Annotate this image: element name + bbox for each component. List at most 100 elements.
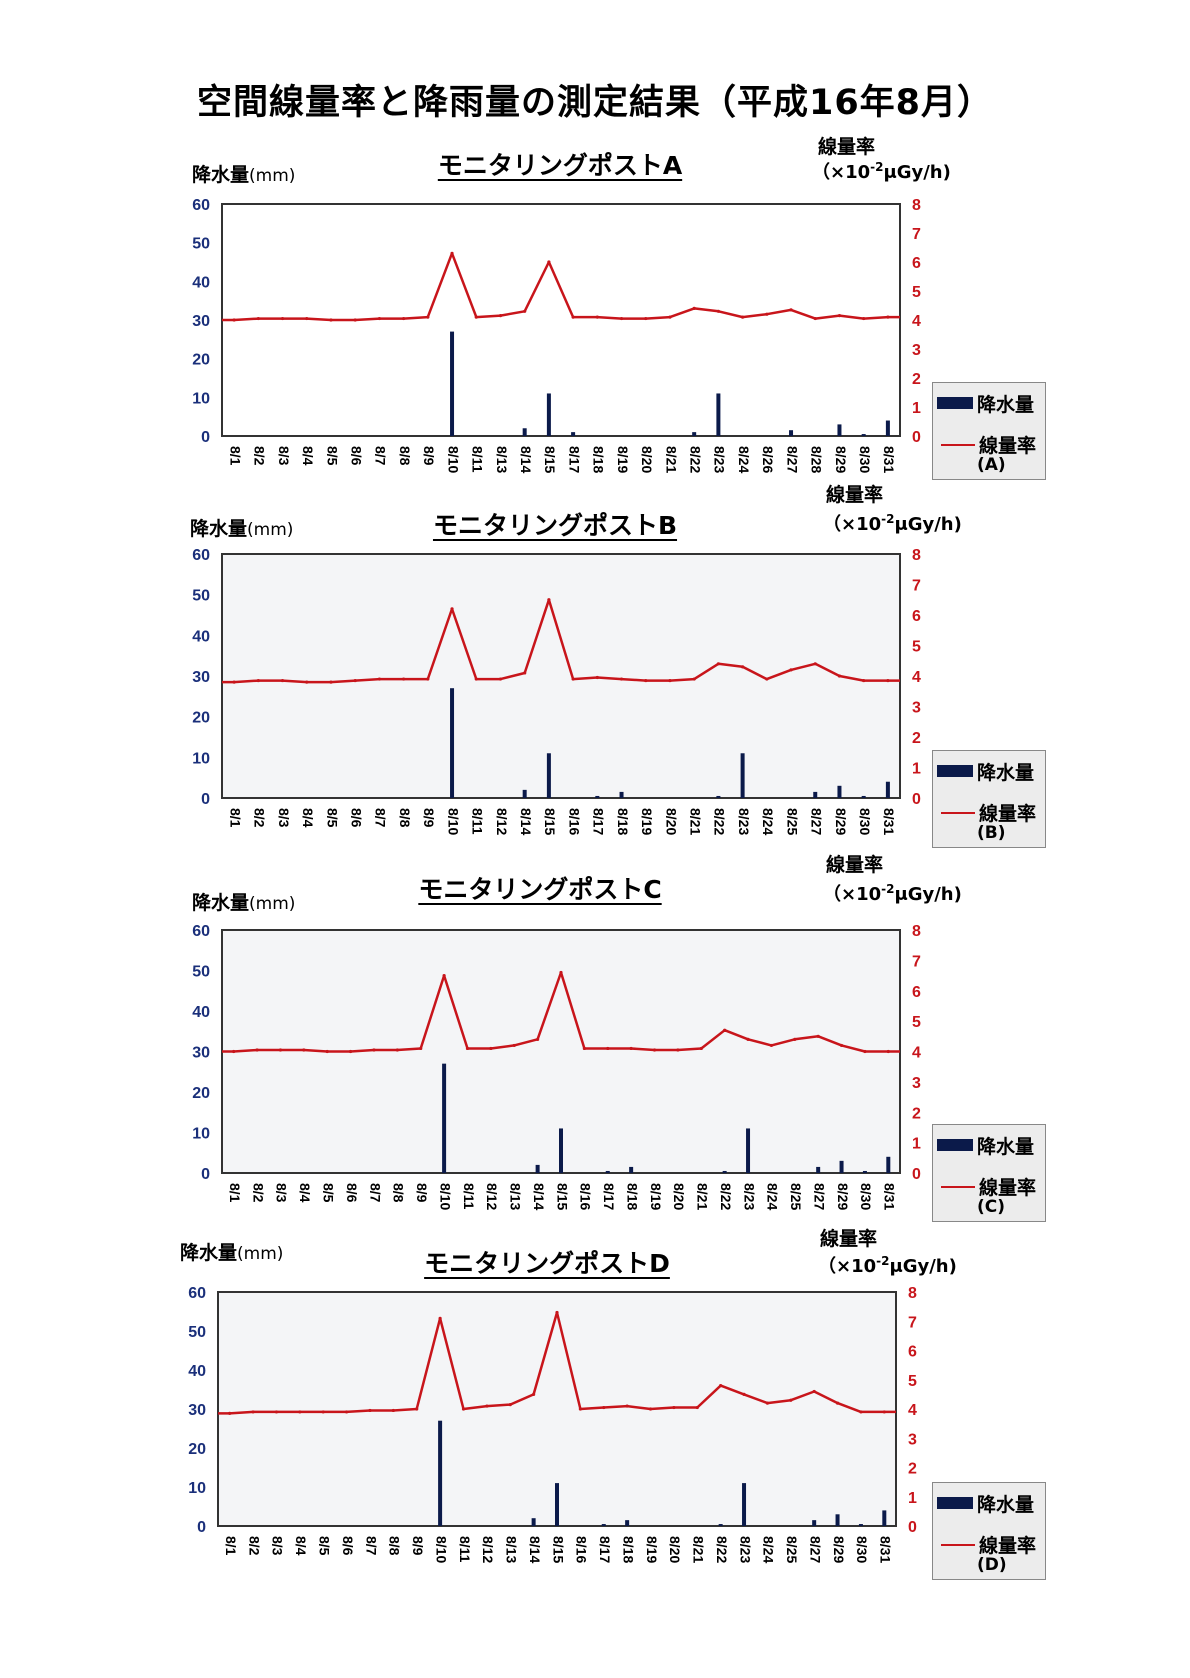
rain-bar xyxy=(722,1170,727,1173)
right-tick-label: 3 xyxy=(912,700,921,717)
right-tick-label: 2 xyxy=(912,371,921,388)
right-tick-label: 4 xyxy=(912,313,921,330)
rain-bar xyxy=(605,1170,610,1173)
rain-bar xyxy=(789,430,794,436)
x-tick-label: 8/6 xyxy=(344,1183,360,1203)
x-tick-label: 8/28 xyxy=(809,446,825,473)
x-tick-label: 8/6 xyxy=(348,446,364,466)
dose-point xyxy=(723,1028,727,1032)
right-tick-label: 7 xyxy=(912,953,921,970)
dose-point xyxy=(859,1410,863,1414)
x-tick-label: 8/21 xyxy=(687,808,703,835)
chart-svg: 0 10 20 30 40 50 60 0 1 2 3 4 5 6 7 8 8/1 8/2 8/3 8/4 8/5 8/6… xyxy=(192,923,921,1210)
dose-point xyxy=(532,1392,536,1396)
left-tick-label: 60 xyxy=(188,1285,206,1302)
rain-bar xyxy=(522,428,527,436)
right-tick-label: 8 xyxy=(912,923,921,940)
right-axis-label: 線量率 xyxy=(826,484,884,506)
x-tick-label: 8/24 xyxy=(736,446,752,473)
dose-point xyxy=(368,1408,372,1413)
right-tick-label: 0 xyxy=(912,1166,921,1183)
dose-point xyxy=(742,1392,746,1396)
left-axis-label: 降水量(mm) xyxy=(192,164,296,186)
right-axis-label: 線量率 xyxy=(820,1228,878,1250)
right-tick-label: 7 xyxy=(912,226,921,243)
right-tick-label: 7 xyxy=(908,1314,917,1331)
rain-bar xyxy=(886,1156,891,1173)
left-tick-label: 10 xyxy=(192,390,210,407)
dose-point xyxy=(716,662,720,666)
right-axis-unit: （×10-2μGy/h) xyxy=(823,512,962,535)
right-tick-label: 1 xyxy=(912,1136,921,1153)
left-tick-label: 0 xyxy=(201,1166,210,1183)
x-tick-label: 8/3 xyxy=(276,808,292,828)
rain-bar xyxy=(522,789,527,798)
rain-bar xyxy=(438,1420,443,1526)
x-tick-label: 8/18 xyxy=(620,1536,636,1563)
right-tick-label: 6 xyxy=(912,984,921,1001)
legend-rain-swatch xyxy=(937,765,973,777)
rain-bar xyxy=(595,795,600,798)
chart-panel-b: モニタリングポストB 降水量(mm) 線量率 （×10-2μGy/h) 0 10 2… xyxy=(0,484,1190,860)
rain-bar xyxy=(546,753,551,798)
dose-point xyxy=(321,1410,325,1414)
rain-bar xyxy=(885,420,890,436)
dose-point xyxy=(595,315,599,319)
dose-point xyxy=(625,1404,629,1408)
right-tick-label: 3 xyxy=(912,342,921,359)
dose-point xyxy=(498,314,503,318)
rain-bar xyxy=(837,785,842,798)
chart-svg: 0 10 20 30 40 50 60 0 1 2 3 4 5 6 7 8 8/1 8/2 8/3 8/4 8/5 8/6… xyxy=(192,547,921,835)
x-tick-label: 8/4 xyxy=(300,446,316,466)
left-tick-label: 10 xyxy=(192,750,210,767)
x-tick-label: 8/14 xyxy=(527,1536,543,1563)
rain-bar xyxy=(861,434,866,436)
dose-point xyxy=(461,1407,466,1411)
dose-point xyxy=(793,1037,797,1041)
x-tick-label: 8/17 xyxy=(601,1183,617,1210)
x-tick-label: 8/5 xyxy=(317,1536,333,1556)
dose-point xyxy=(862,316,866,321)
rain-bar xyxy=(625,1520,630,1526)
rain-bar xyxy=(839,1160,844,1173)
left-tick-label: 50 xyxy=(192,588,210,605)
x-tick-label: 8/27 xyxy=(784,446,800,473)
x-tick-label: 8/30 xyxy=(858,1183,874,1210)
legend-rain-swatch xyxy=(937,1139,973,1151)
dose-point xyxy=(255,1048,259,1052)
x-tick-label: 8/14 xyxy=(518,808,534,835)
left-axis-label: 降水量(mm) xyxy=(180,1242,284,1264)
left-tick-label: 20 xyxy=(192,352,210,369)
x-tick-label: 8/11 xyxy=(457,1536,473,1563)
dose-point xyxy=(465,1046,470,1051)
right-axis-unit: （×10-2μGy/h) xyxy=(812,160,951,183)
rain-bar xyxy=(812,1520,817,1526)
x-tick-label: 8/2 xyxy=(252,808,268,828)
x-tick-label: 8/10 xyxy=(437,1183,453,1210)
dose-point xyxy=(426,315,430,319)
dose-point xyxy=(695,1405,699,1410)
rain-bar xyxy=(716,393,721,436)
x-tick-label: 8/22 xyxy=(687,446,703,473)
right-tick-label: 1 xyxy=(912,761,921,778)
dose-point xyxy=(676,1048,680,1052)
left-axis-label: 降水量(mm) xyxy=(190,518,294,540)
x-tick-label: 8/26 xyxy=(760,446,776,473)
x-tick-label: 8/6 xyxy=(340,1536,356,1556)
chart-title: モニタリングポストD xyxy=(424,1249,670,1278)
dose-point xyxy=(699,1046,703,1051)
left-tick-label: 40 xyxy=(192,628,210,645)
dose-point xyxy=(536,1037,540,1041)
dose-point xyxy=(765,1401,770,1405)
dose-point xyxy=(391,1408,395,1413)
x-tick-label: 8/30 xyxy=(857,808,873,835)
x-tick-label: 8/16 xyxy=(574,1536,590,1563)
legend-rain: 降水量 xyxy=(937,1489,1039,1517)
dose-point xyxy=(595,675,599,680)
dose-point xyxy=(512,1043,516,1048)
legend: 降水量 線量率 (C) xyxy=(932,1124,1046,1222)
dose-point xyxy=(672,1405,676,1410)
left-tick-label: 60 xyxy=(192,197,210,214)
rain-bar xyxy=(692,432,697,436)
dose-point xyxy=(547,260,551,264)
